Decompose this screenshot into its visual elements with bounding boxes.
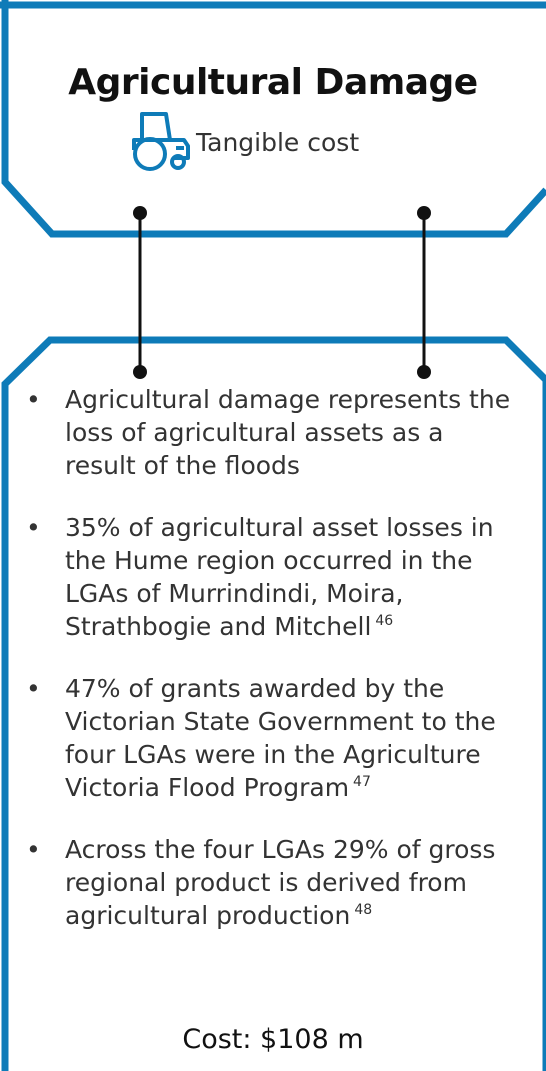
bullet: Agricultural damage represents the loss … — [22, 383, 512, 482]
tractor-icon — [132, 112, 190, 171]
cost: Cost: $108 m — [182, 1024, 364, 1055]
subtitle: Tangible cost — [196, 128, 360, 157]
footnote: 46 — [375, 613, 394, 629]
bullet: Across the four LGAs 29% of gross region… — [22, 833, 512, 932]
bullet-text: 35% of agricultural asset losses in the … — [65, 513, 494, 641]
top-box — [1, 0, 546, 238]
bullet-text: 47% of grants awarded by the Victorian S… — [65, 674, 496, 802]
connector-dot — [417, 206, 431, 220]
connector-dot — [133, 365, 147, 379]
bullet-list: Agricultural damage represents the loss … — [22, 383, 512, 961]
bullet-text: Across the four LGAs 29% of gross region… — [65, 835, 496, 930]
connector-dot — [133, 206, 147, 220]
bullet-text: Agricultural damage represents the loss … — [65, 385, 511, 480]
bottom-box — [1, 336, 546, 1071]
footnote: 47 — [353, 774, 371, 790]
title: Agricultural Damage — [68, 62, 478, 103]
bullet: 47% of grants awarded by the Victorian S… — [22, 672, 512, 804]
bullet: 35% of agricultural asset losses in the … — [22, 511, 512, 643]
connector-dot — [417, 365, 431, 379]
footnote: 48 — [354, 902, 373, 918]
